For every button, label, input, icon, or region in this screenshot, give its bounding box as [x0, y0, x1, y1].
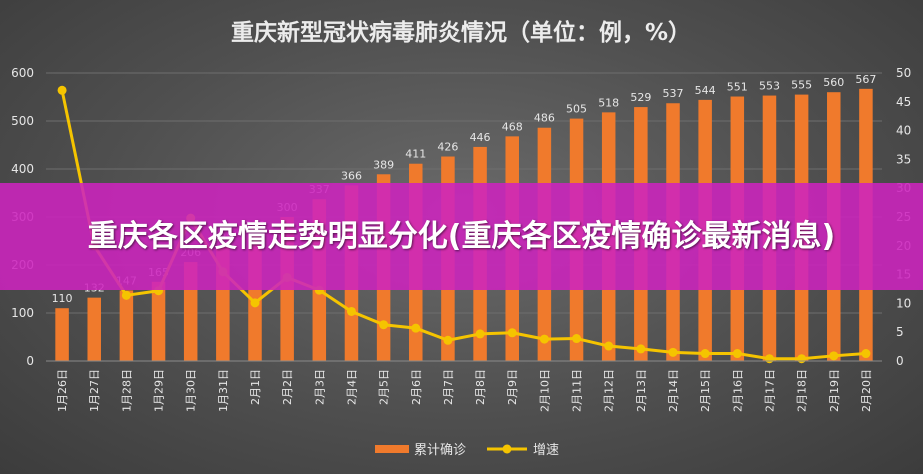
y-right-tick-label: 40 [896, 124, 911, 138]
x-tick-label: 2月5日 [378, 369, 391, 405]
x-tick-label: 2月3日 [313, 369, 326, 405]
x-tick-label: 2月13日 [635, 369, 648, 412]
growth-point [57, 85, 67, 95]
y-left-tick-label: 0 [26, 354, 34, 368]
bar-data-label: 366 [341, 169, 362, 182]
growth-point [507, 328, 517, 338]
bar-data-label: 468 [502, 120, 523, 133]
x-tick-label: 2月18日 [796, 369, 809, 412]
bar-data-label: 389 [373, 158, 394, 171]
legend-bar-label: 累计确诊 [414, 443, 466, 458]
bar-data-label: 505 [566, 103, 587, 116]
growth-point [732, 349, 742, 359]
bar [55, 308, 69, 361]
y-right-tick-label: 35 [896, 152, 911, 166]
bar-data-label: 486 [534, 112, 555, 125]
bar-data-label: 553 [759, 80, 780, 93]
x-tick-label: 2月10日 [538, 369, 551, 412]
x-tick-label: 2月9日 [506, 369, 519, 405]
x-tick-label: 2月15日 [699, 369, 712, 412]
growth-point [379, 320, 389, 330]
growth-point [797, 354, 807, 364]
x-tick-label: 2月11日 [571, 369, 584, 412]
growth-point [668, 347, 678, 357]
x-tick-label: 2月7日 [442, 369, 455, 405]
x-tick-label: 2月19日 [828, 369, 841, 412]
growth-point [121, 290, 131, 300]
chart-title: 重庆新型冠状病毒肺炎情况（单位：例，%） [231, 19, 691, 46]
legend-line-marker [502, 444, 512, 454]
bar-data-label: 537 [663, 87, 684, 100]
headline-text: 重庆各区疫情走势明显分化(重庆各区疫情确诊最新消息) [87, 218, 836, 254]
growth-point [572, 334, 582, 344]
y-right-tick-label: 5 [896, 325, 904, 339]
growth-point [861, 349, 871, 359]
growth-point [604, 341, 614, 351]
growth-point [443, 335, 453, 345]
growth-point [700, 349, 710, 359]
bar-data-label: 518 [598, 96, 619, 109]
growth-point [411, 323, 421, 333]
y-left-tick-label: 100 [11, 306, 34, 320]
x-tick-label: 2月16日 [731, 369, 744, 412]
bar-data-label: 426 [437, 141, 458, 154]
x-tick-label: 2月8日 [474, 369, 487, 405]
x-tick-label: 1月29日 [153, 369, 166, 412]
legend: 累计确诊 增速 [375, 443, 559, 458]
x-tick-label: 2月2日 [281, 369, 294, 405]
y-right-tick-label: 10 [896, 296, 911, 310]
y-left-tick-label: 500 [11, 114, 34, 128]
x-tick-label: 2月14日 [667, 369, 680, 412]
bar-data-label: 551 [727, 81, 748, 94]
bar-data-label: 567 [855, 73, 876, 86]
bar-data-label: 555 [791, 79, 812, 92]
growth-point [250, 298, 260, 308]
legend-bar-swatch [375, 445, 409, 453]
growth-point [764, 354, 774, 364]
x-tick-label: 1月30日 [185, 369, 198, 412]
bar-data-label: 446 [470, 131, 491, 144]
bar-data-label: 560 [823, 76, 844, 89]
y-left-tick-label: 400 [11, 162, 34, 176]
legend-line-label: 增速 [533, 443, 559, 458]
y-right-tick-label: 50 [896, 66, 911, 80]
x-tick-label: 1月26日 [56, 369, 69, 412]
x-tick-label: 1月31日 [217, 369, 230, 412]
y-left-tick-label: 600 [11, 66, 34, 80]
y-right-tick-label: 0 [896, 354, 904, 368]
growth-point [475, 329, 485, 339]
bar-data-label: 544 [695, 84, 716, 97]
bar-data-label: 529 [630, 91, 651, 104]
x-tick-label: 2月17日 [763, 369, 776, 412]
bar [87, 297, 101, 361]
bar [151, 281, 166, 361]
growth-point [829, 351, 839, 361]
bar-data-label: 110 [52, 292, 73, 305]
x-tick-label: 1月28日 [120, 369, 133, 412]
x-tick-label: 2月6日 [410, 369, 423, 405]
growth-point [539, 334, 549, 344]
bar [119, 290, 134, 361]
x-tick-label: 2月20日 [860, 369, 873, 412]
x-tick-label: 2月1日 [249, 369, 262, 405]
headline-banner: 重庆各区疫情走势明显分化(重庆各区疫情确诊最新消息) [0, 183, 923, 290]
growth-point [346, 306, 356, 316]
growth-point [636, 344, 646, 354]
y-right-tick-label: 45 [896, 95, 911, 109]
bar-data-label: 411 [405, 148, 426, 161]
x-tick-label: 2月12日 [603, 369, 616, 412]
x-tick-label: 1月27日 [88, 369, 101, 412]
x-tick-label: 2月4日 [345, 369, 358, 405]
